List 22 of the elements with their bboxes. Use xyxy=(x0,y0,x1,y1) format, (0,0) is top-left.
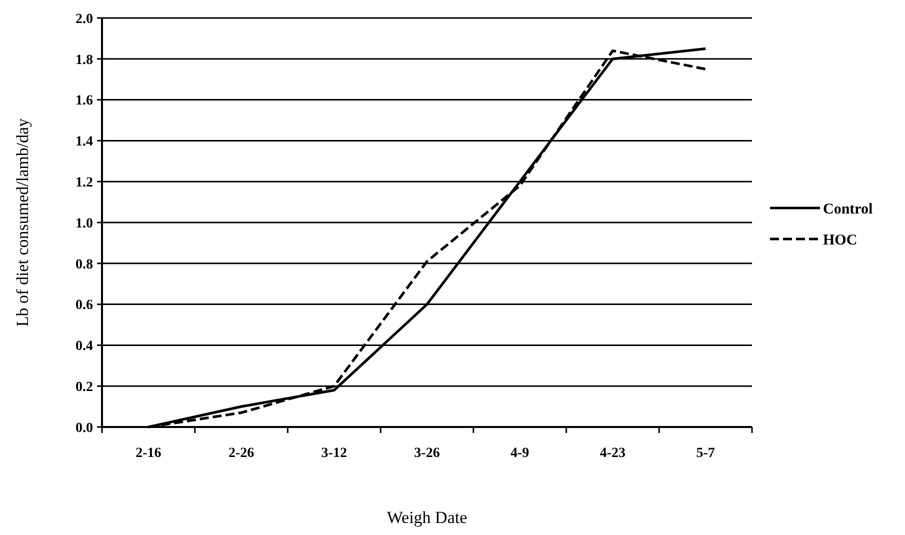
y-tick-label: 1.8 xyxy=(76,52,93,68)
y-tick-label: 1.0 xyxy=(76,216,93,232)
x-tick-label: 3-26 xyxy=(414,446,440,461)
y-tick-label: 1.4 xyxy=(76,134,93,150)
y-tick-label: 0.6 xyxy=(76,298,93,314)
y-tick-label: 1.2 xyxy=(76,176,93,190)
x-tick-label: 4-9 xyxy=(510,446,530,461)
y-tick-label: 1.6 xyxy=(76,94,93,109)
x-tick-label: 4-23 xyxy=(600,446,626,461)
x-axis-title: Weigh Date xyxy=(386,508,468,527)
y-tick-label: 2.0 xyxy=(76,12,93,27)
y-axis-title: Lb of diet consumed/lamb/day xyxy=(13,118,32,327)
y-tick-label: 0.0 xyxy=(76,420,93,436)
x-tick-label: 2-16 xyxy=(136,446,162,461)
legend-label: Control xyxy=(823,201,873,218)
x-tick-label: 5-7 xyxy=(696,446,715,461)
legend-label: HOC xyxy=(823,232,858,248)
x-tick-label: 2-26 xyxy=(228,446,254,461)
y-tick-label: 0.2 xyxy=(76,380,93,395)
x-tick-label: 3-12 xyxy=(321,446,347,461)
y-tick-label: 0.4 xyxy=(76,339,93,354)
y-tick-label: 0.8 xyxy=(76,257,93,272)
